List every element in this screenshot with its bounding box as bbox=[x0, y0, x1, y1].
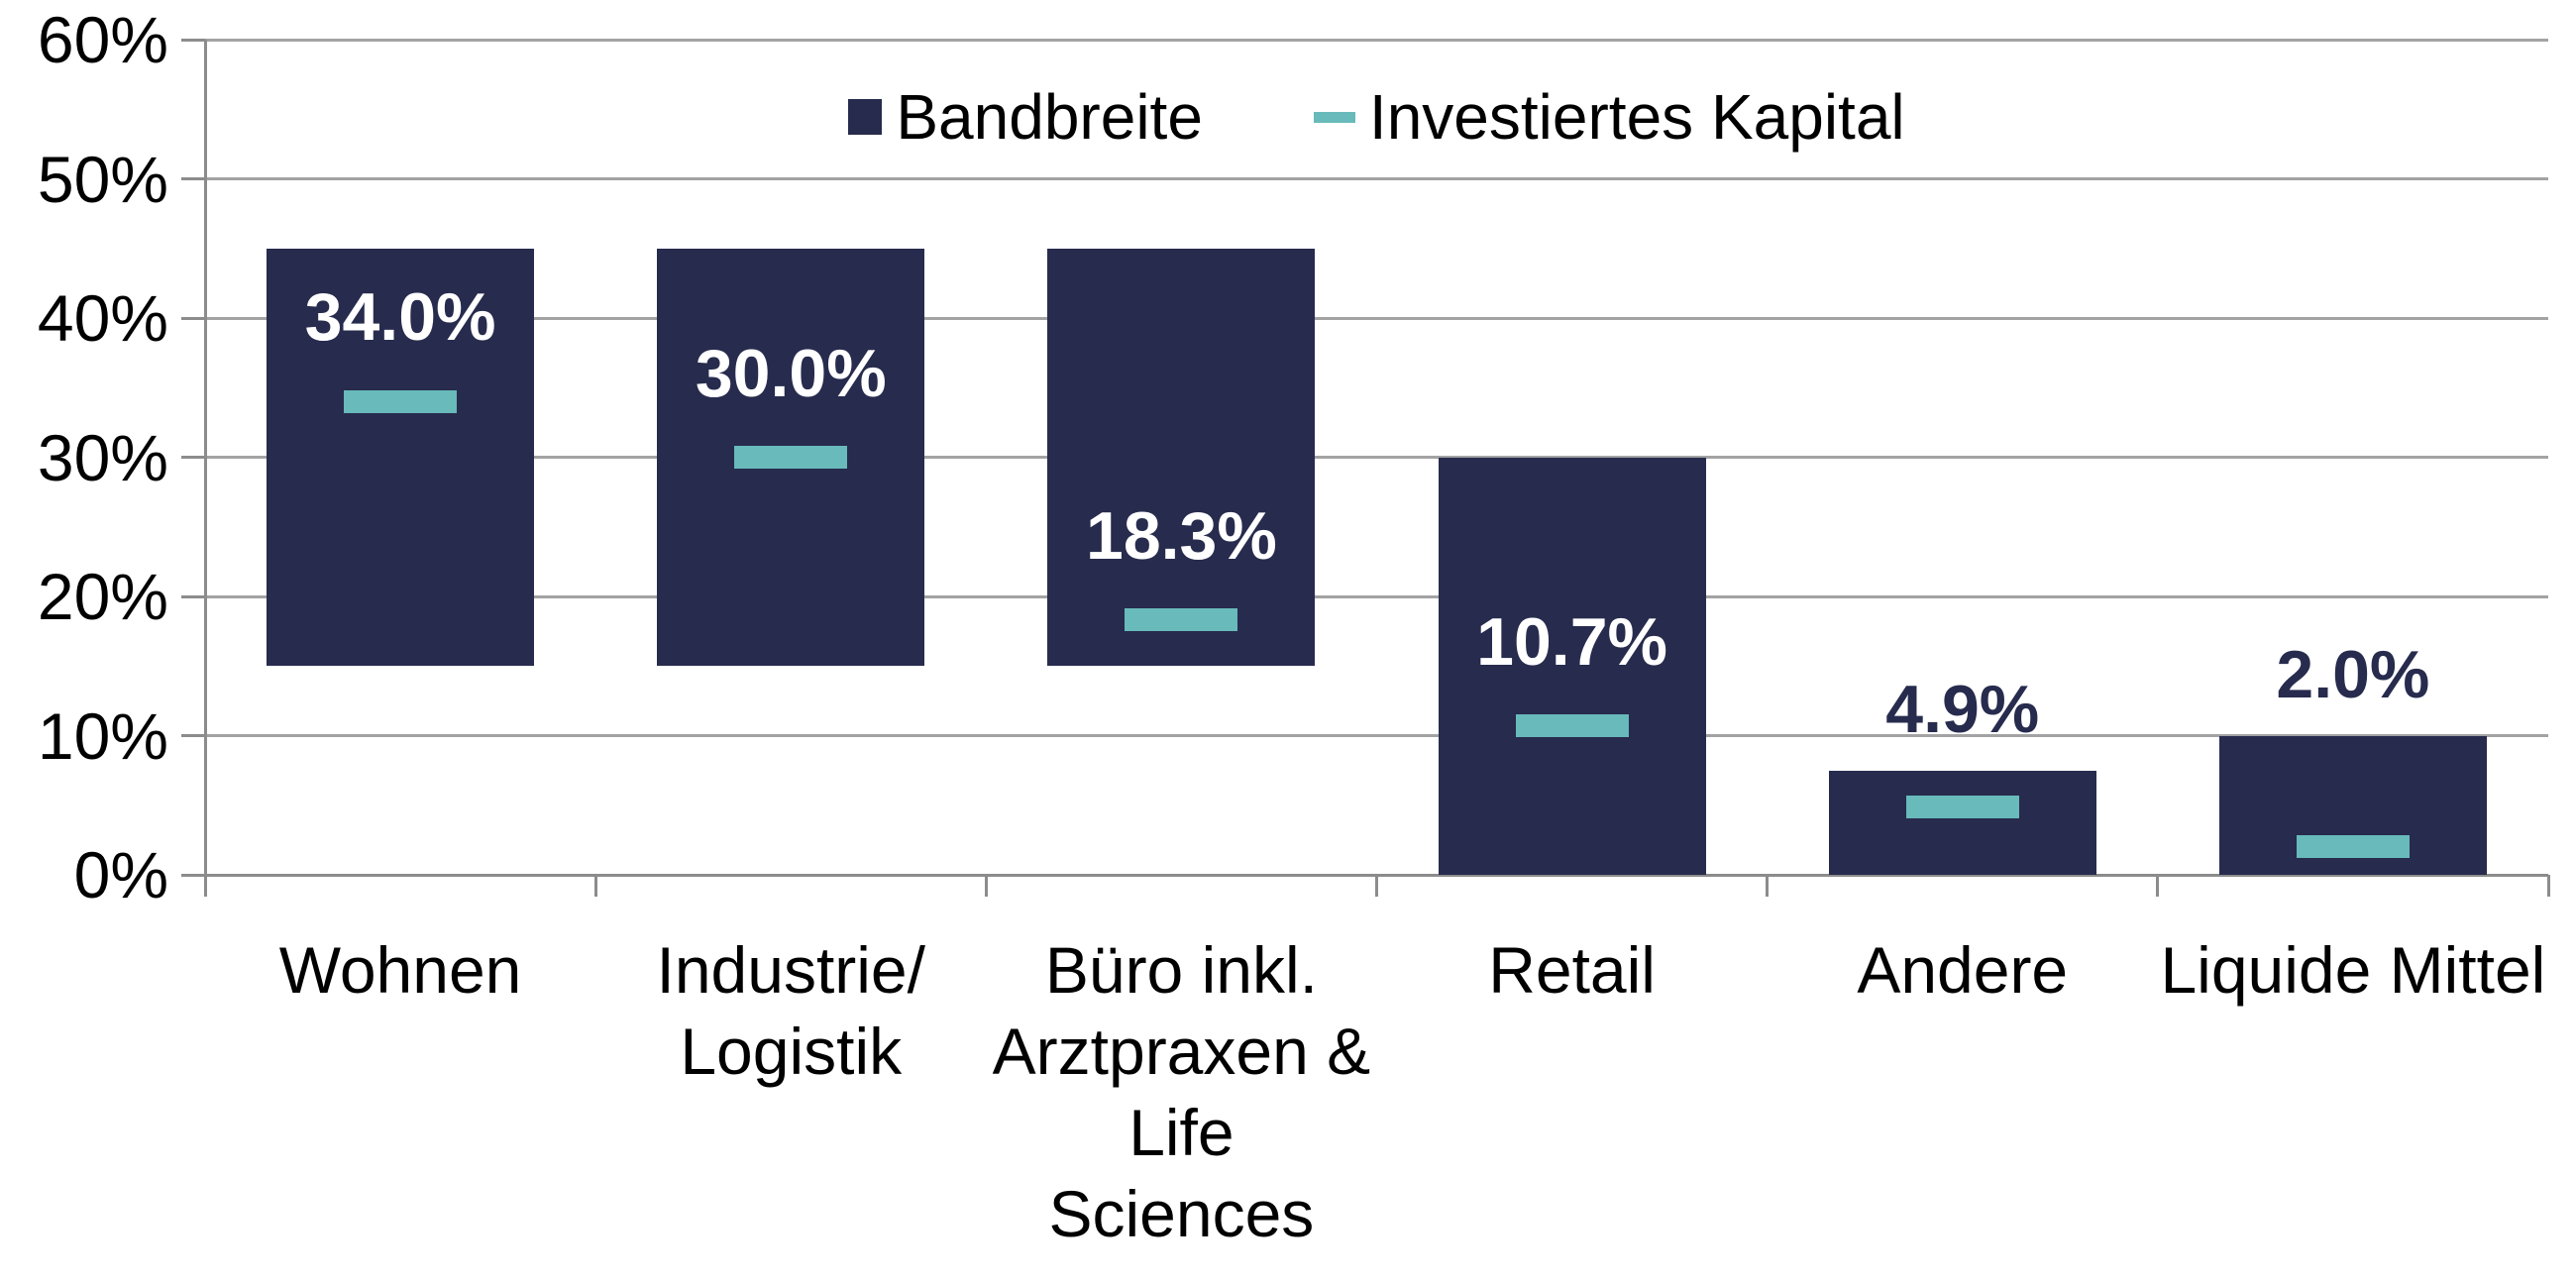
value-label-Retail: 10.7% bbox=[1476, 603, 1667, 680]
x-axis-tick-1 bbox=[593, 875, 597, 897]
category-label-line: Life bbox=[1128, 1096, 1234, 1169]
y-axis-line bbox=[203, 40, 207, 897]
value-label-Büro inkl. Arztpraxen & Life Sciences: 18.3% bbox=[1086, 497, 1277, 574]
invested-capital-marker-Wohnen bbox=[344, 389, 458, 413]
legend-item-0: Bandbreite bbox=[848, 85, 1203, 149]
invested-capital-marker-Industrie/Logistik bbox=[734, 446, 848, 469]
category-label-Industrie/Logistik: Industrie/Logistik bbox=[566, 929, 1016, 1092]
category-label-line: Wohnen bbox=[278, 933, 522, 1007]
range-bar-Wohnen bbox=[267, 248, 535, 667]
category-label-line: Retail bbox=[1488, 933, 1656, 1007]
category-label-line: Andere bbox=[1857, 933, 2069, 1007]
x-axis-tick-3 bbox=[1375, 875, 1378, 897]
range-bar-Andere bbox=[1828, 770, 2096, 875]
category-label-line: Liquide Mittel bbox=[2160, 933, 2546, 1007]
category-label-Andere: Andere bbox=[1738, 929, 2188, 1011]
y-axis-label-20%: 20% bbox=[37, 560, 168, 633]
category-label-line: Logistik bbox=[680, 1015, 903, 1088]
gridline-60% bbox=[205, 38, 2548, 42]
x-axis-tick-4 bbox=[1766, 875, 1770, 897]
y-axis-tick-60% bbox=[181, 38, 205, 42]
legend-square-swatch-icon bbox=[848, 99, 883, 135]
y-axis-label-30%: 30% bbox=[37, 420, 168, 494]
gridline-10% bbox=[205, 734, 2548, 737]
value-label-Industrie/Logistik: 30.0% bbox=[695, 335, 887, 411]
y-axis-tick-0% bbox=[181, 873, 205, 877]
invested-capital-marker-Büro inkl. Arztpraxen & Life Sciences bbox=[1125, 608, 1238, 632]
y-axis-tick-40% bbox=[181, 316, 205, 320]
category-label-Wohnen: Wohnen bbox=[175, 929, 625, 1011]
value-label-Liquide Mittel: 2.0% bbox=[2276, 636, 2430, 712]
gridline-30% bbox=[205, 456, 2548, 459]
x-axis-tick-2 bbox=[984, 875, 988, 897]
range-bar-Retail bbox=[1438, 457, 1706, 875]
category-label-Liquide Mittel: Liquide Mittel bbox=[2128, 929, 2576, 1011]
y-axis-label-10%: 10% bbox=[37, 698, 168, 773]
y-axis-tick-20% bbox=[181, 594, 205, 598]
legend-label: Bandbreite bbox=[896, 81, 1203, 153]
gridline-50% bbox=[205, 177, 2548, 180]
category-label-line: Sciences bbox=[1048, 1177, 1315, 1250]
value-label-Andere: 4.9% bbox=[1885, 671, 2040, 747]
y-axis-label-40%: 40% bbox=[37, 281, 168, 355]
x-axis-tick-5 bbox=[2156, 875, 2160, 897]
y-axis-label-50%: 50% bbox=[37, 142, 168, 216]
y-axis-tick-30% bbox=[181, 456, 205, 459]
y-axis-label-0%: 0% bbox=[73, 838, 168, 911]
invested-capital-marker-Retail bbox=[1515, 714, 1629, 738]
range-bar-Büro inkl. Arztpraxen & Life Sciences bbox=[1047, 248, 1316, 667]
x-axis-tick-6 bbox=[2546, 875, 2550, 897]
category-label-line: Büro inkl. bbox=[1044, 933, 1318, 1007]
y-axis-label-60%: 60% bbox=[37, 3, 168, 76]
invested-capital-marker-Andere bbox=[1905, 795, 2019, 818]
legend: Bandbreite Investiertes Kapital bbox=[205, 85, 2548, 149]
y-axis-tick-10% bbox=[181, 734, 205, 737]
y-axis-tick-50% bbox=[181, 177, 205, 180]
value-label-Wohnen: 34.0% bbox=[304, 279, 496, 356]
gridline-20% bbox=[205, 594, 2548, 598]
gridline-40% bbox=[205, 316, 2548, 320]
invested-capital-marker-Liquide Mittel bbox=[2296, 835, 2410, 859]
category-label-Büro inkl. Arztpraxen & Life Sciences: Büro inkl. Arztpraxen & Life Sciences bbox=[956, 929, 1406, 1254]
category-label-line: Arztpraxen & bbox=[992, 1015, 1371, 1088]
category-label-line: Industrie/ bbox=[656, 933, 925, 1007]
legend-dash-swatch-icon bbox=[1313, 111, 1355, 123]
legend-label: Investiertes Kapital bbox=[1368, 81, 1905, 153]
category-label-Retail: Retail bbox=[1347, 929, 1797, 1011]
legend-item-1: Investiertes Kapital bbox=[1313, 81, 1905, 153]
